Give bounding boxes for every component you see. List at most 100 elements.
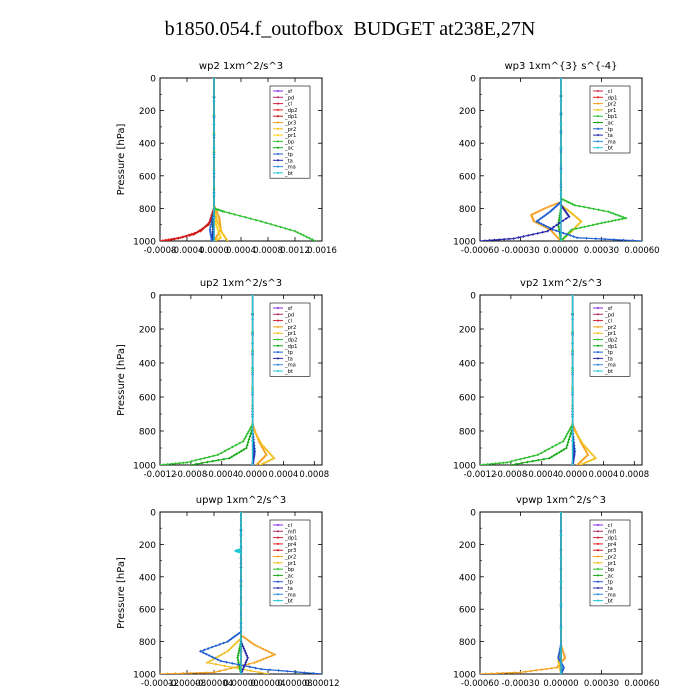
data-point [551,231,555,235]
data-point [591,223,595,227]
data-point [584,449,588,453]
data-point [236,663,240,666]
legend-marker [276,530,280,533]
x-tick-label: -0.0004 [171,246,204,256]
data-point [486,462,490,465]
data-point [600,221,603,225]
data-point [219,659,223,663]
data-point [559,99,563,103]
data-point [571,366,574,370]
legend-label: _pr1 [284,133,296,139]
data-point [567,215,571,218]
data-point [581,462,584,465]
data-point [218,232,221,236]
data-point [188,234,192,237]
legend-label: _dp1 [284,114,297,120]
data-point [583,456,587,460]
data-point [202,226,206,229]
data-point [269,452,273,456]
data-point [589,450,592,454]
y-tick-label: 800 [139,428,156,438]
data-point [252,450,256,454]
chart-panel-6: vpwp 1xm^2/s^3 0 200 400 600 800 1000-0.00060-… [453,495,659,689]
data-point [204,652,208,656]
x-tick-label: -0.00004 [195,679,233,689]
legend-label: _cl [604,319,612,325]
data-point [546,229,549,233]
legend-label: _tp [284,152,294,158]
data-point [246,656,250,660]
legend-marker [596,344,600,348]
data-point [210,237,214,241]
y-axis-label: Pressure [hPa] [116,124,127,196]
data-point [205,661,209,665]
data-point [229,646,233,650]
data-point [166,462,170,465]
legend-marker [276,363,280,366]
data-point [580,459,584,463]
legend-marker [276,152,280,156]
legend-label: _dp1 [284,344,297,350]
x-tick-label: -0.0012 [144,470,177,480]
data-point [537,221,541,225]
data-point [226,649,229,653]
data-point [570,228,574,231]
data-point [207,654,211,657]
data-point [218,669,222,673]
data-point [585,460,589,464]
data-point [490,672,493,674]
data-point [247,639,251,643]
data-point [562,236,566,240]
data-point [239,585,243,589]
data-point [266,459,270,463]
data-point [218,218,221,222]
legend-label: _pr2 [604,102,616,108]
legend-label: _tp [284,580,294,586]
legend-label: _pr3 [604,548,616,554]
legend-label: _cl [284,102,292,108]
data-point [549,227,552,231]
data-point [212,193,216,196]
data-point [267,450,271,454]
legend-marker [596,114,600,118]
data-point [245,446,248,450]
data-point [550,208,554,212]
legend: _cl_mfl_dp1_pr4_pr3_pr2_pr1_bp_ac_tp_ta_… [589,519,631,607]
series-markers-dp1 [189,295,254,465]
legend-marker [276,133,280,137]
data-point [539,208,543,212]
data-point [212,78,216,80]
data-point [567,200,571,204]
data-point [557,654,561,658]
data-point [550,204,554,208]
legend-marker [276,369,280,373]
data-point [537,209,541,213]
legend-label: _cl [604,523,612,529]
data-point [220,653,224,656]
data-point [546,211,550,215]
data-point [224,237,228,241]
data-point [239,603,243,606]
data-point [610,219,614,223]
data-point [212,670,216,674]
data-point [553,233,557,236]
legend-marker [276,574,280,577]
legend-marker [276,325,280,329]
data-point [227,447,231,451]
data-point [201,651,205,655]
data-point [270,651,274,655]
data-point [561,231,565,235]
data-point [539,222,543,226]
y-tick-label: 200 [139,107,156,117]
data-point [565,443,569,447]
data-point [209,223,213,226]
legend-label: _cl [284,523,292,529]
data-point [559,603,563,606]
legend-label: _cl [604,89,612,95]
data-point [532,220,536,223]
legend-marker [276,344,280,348]
series-group [480,512,567,674]
data-point [531,232,535,236]
data-point [563,437,567,441]
legend-label: _dp1 [604,536,617,542]
